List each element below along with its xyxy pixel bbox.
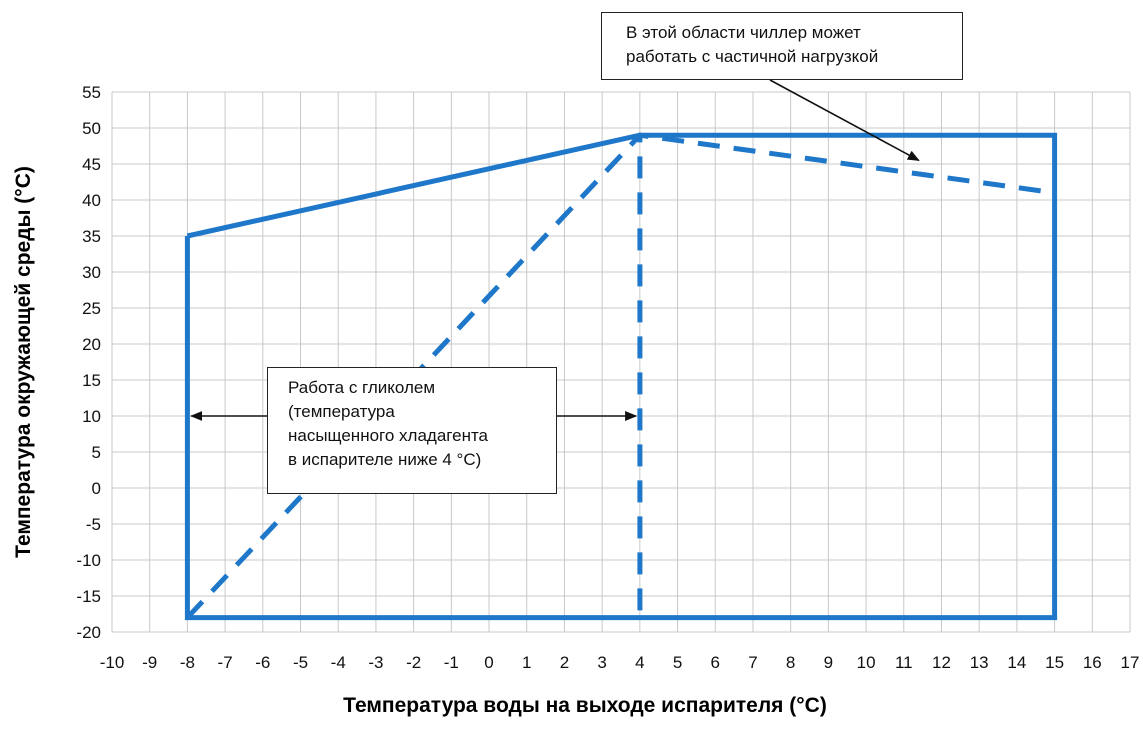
x-tick-label: 14 <box>1007 653 1026 672</box>
x-tick-label: 1 <box>522 653 531 672</box>
x-tick-label: 3 <box>597 653 606 672</box>
series-line-1 <box>184 132 1058 621</box>
x-tick-label: 5 <box>673 653 682 672</box>
y-tick-label: 20 <box>82 335 101 354</box>
x-tick-label: 6 <box>711 653 720 672</box>
tick-labels: -10 -9 -8 -7 -6 -5 -4 -3 -2 -1 0 1 2 3 4 5 6 7 8 9 10 11 12 13 1… <box>76 83 1139 672</box>
y-tick-label: 30 <box>82 263 101 282</box>
y-tick-label: 50 <box>82 119 101 138</box>
x-tick-label: -5 <box>293 653 308 672</box>
annotation-arrows <box>190 79 920 421</box>
y-tick-label: 25 <box>82 299 101 318</box>
x-tick-label: 9 <box>824 653 833 672</box>
y-tick-label: 10 <box>82 407 101 426</box>
x-tick-label: 12 <box>932 653 951 672</box>
x-axis-title: Температура воды на выходе испарителя (°… <box>343 694 827 717</box>
grid <box>111 91 1131 633</box>
x-tick-label: 17 <box>1121 653 1140 672</box>
annotation-partial-load-line-1: В этой области чиллер может <box>626 23 861 42</box>
y-tick-label: -15 <box>76 587 101 606</box>
y-tick-label: 40 <box>82 191 101 210</box>
y-tick-label: 35 <box>82 227 101 246</box>
annotation-glycol-line-1: Работа с гликолем <box>288 378 436 397</box>
y-tick-label: -5 <box>86 515 101 534</box>
annotation-glycol-line-2: (температура <box>288 402 395 421</box>
x-tick-label: 13 <box>970 653 989 672</box>
x-tick-label: -2 <box>406 653 421 672</box>
y-tick-label: -10 <box>76 551 101 570</box>
x-tick-label: 7 <box>748 653 757 672</box>
annotation-partial-load-line-2: работать с частичной нагрузкой <box>626 47 879 66</box>
x-tick-label: 0 <box>484 653 493 672</box>
x-tick-label: -8 <box>180 653 195 672</box>
x-tick-label: 10 <box>857 653 876 672</box>
x-tick-label: -10 <box>100 653 125 672</box>
annotation-glycol: Работа с гликолем (температура насыщенно… <box>267 367 557 494</box>
y-axis-title: Температура окружающей среды (°C) <box>12 166 35 558</box>
x-tick-label: -4 <box>331 653 346 672</box>
x-tick-label: -6 <box>255 653 270 672</box>
x-tick-label: -9 <box>142 653 157 672</box>
x-tick-label: -7 <box>218 653 233 672</box>
x-tick-label: 2 <box>560 653 569 672</box>
y-tick-label: 5 <box>92 443 101 462</box>
y-tick-label: 55 <box>82 83 101 102</box>
x-tick-label: 8 <box>786 653 795 672</box>
x-tick-label: -3 <box>368 653 383 672</box>
x-tick-label: 15 <box>1045 653 1064 672</box>
x-tick-label: 4 <box>635 653 644 672</box>
y-tick-label: -20 <box>76 623 101 642</box>
arrow-partial-load <box>769 79 920 162</box>
annotation-partial-load: В этой области чиллер может работать с ч… <box>601 12 963 80</box>
x-tick-label: -1 <box>444 653 459 672</box>
x-tick-label: 16 <box>1083 653 1102 672</box>
x-tick-label: 11 <box>895 653 913 672</box>
y-tick-label: 45 <box>82 155 101 174</box>
annotation-glycol-line-3: насыщенного хладагента <box>288 426 489 445</box>
y-tick-label: 0 <box>92 479 101 498</box>
annotation-glycol-line-4: в испарителе ниже 4 °C) <box>288 450 482 469</box>
y-tick-label: 15 <box>82 371 101 390</box>
